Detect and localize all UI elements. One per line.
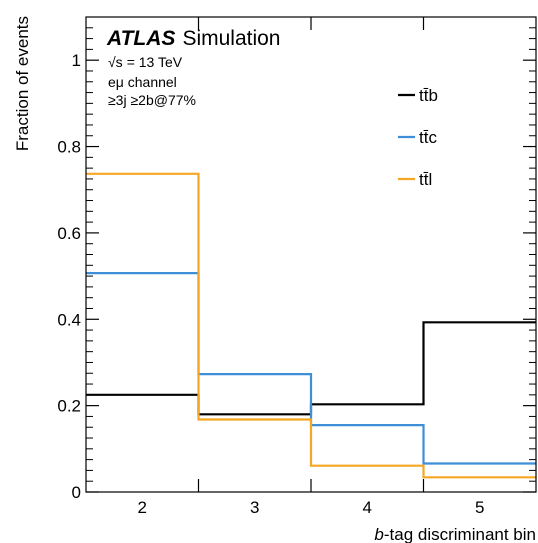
y-tick-label-4: 0.8 xyxy=(57,138,81,157)
labels-layer: Fraction of events b-tag discriminant bi… xyxy=(13,16,536,543)
energy-label: √s = 13 TeV xyxy=(108,54,183,70)
x-axis-label: b-tag discriminant bin xyxy=(374,525,536,543)
x-axis-label-italic: b xyxy=(374,525,383,543)
x-tick-label-3: 5 xyxy=(475,498,484,517)
y-axis-label: Fraction of events xyxy=(13,16,32,151)
legend-label-2: tt̄l xyxy=(419,170,432,189)
energy-value: = 13 TeV xyxy=(127,54,183,70)
y-tick-label-3: 0.6 xyxy=(57,224,81,243)
atlas-label: ATLAS Simulation xyxy=(106,27,281,50)
legend: tt̄b tt̄c tt̄l xyxy=(398,86,438,189)
channel-label: eμ channel xyxy=(108,74,177,90)
energy-sqrt-s: √s xyxy=(108,54,123,70)
legend-label-1: tt̄c xyxy=(419,128,437,147)
x-tick-label-1: 3 xyxy=(250,498,259,517)
y-tick-label-5: 1 xyxy=(72,51,81,70)
atlas-simulation: Simulation xyxy=(182,27,280,50)
selection-label: ≥3j ≥2b@77% xyxy=(108,92,196,108)
x-axis-label-rest: -tag discriminant bin xyxy=(384,525,536,543)
atlas-experiment: ATLAS xyxy=(106,27,175,50)
axes-layer: 0 0.2 0.4 0.6 0.8 1 2 3 4 5 xyxy=(57,16,537,517)
series-layer xyxy=(86,172,536,479)
y-tick-label-0: 0 xyxy=(72,483,81,502)
legend-label-0: tt̄b xyxy=(419,86,438,105)
x-tick-label-0: 2 xyxy=(138,498,147,517)
y-tick-label-1: 0.2 xyxy=(57,397,81,416)
y-tick-label-2: 0.4 xyxy=(57,310,81,329)
x-tick-label-2: 4 xyxy=(363,498,372,517)
series-2-step-line xyxy=(86,172,536,479)
